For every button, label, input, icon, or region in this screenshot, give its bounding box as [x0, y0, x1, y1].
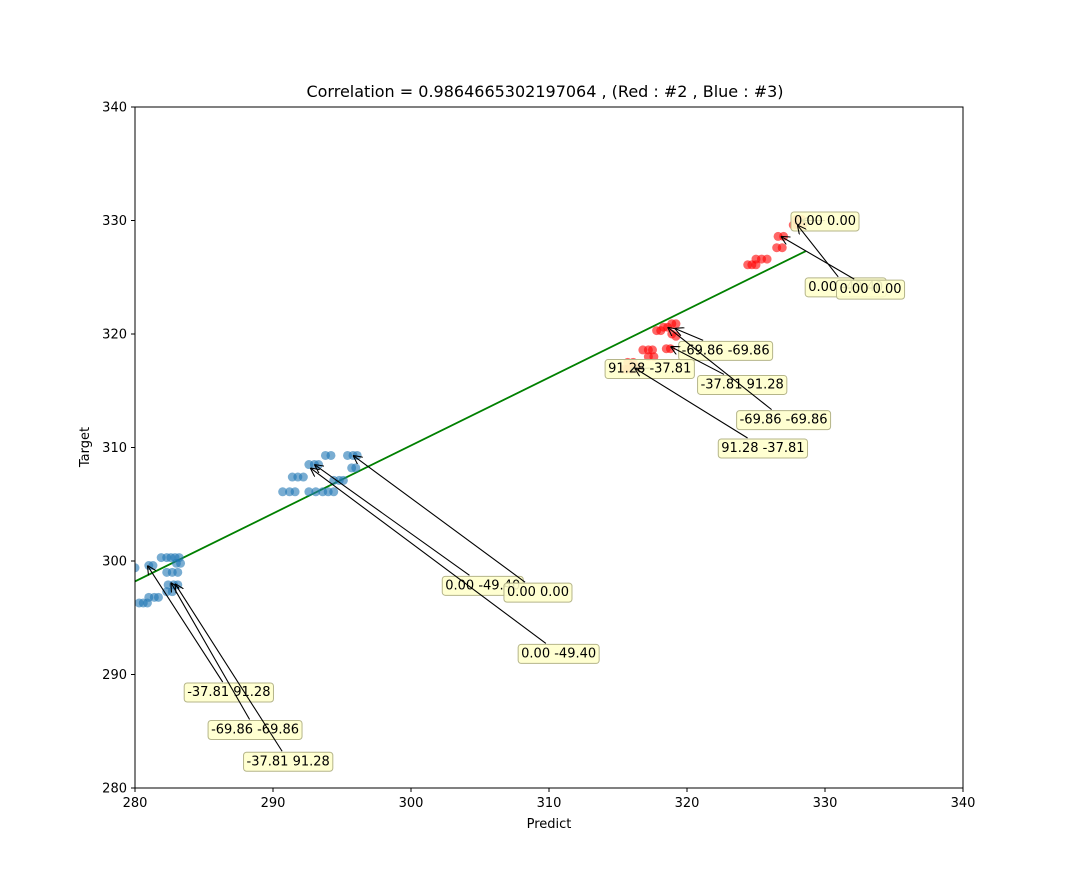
y-tick-label: 340: [102, 101, 127, 116]
annotation-label: -37.81 91.28: [187, 685, 270, 700]
fit-line: [135, 250, 807, 583]
blue-point: [351, 463, 361, 473]
blue-point: [153, 592, 163, 602]
chart-title: Correlation = 0.9864665302197064 , (Red …: [306, 82, 783, 101]
x-tick-label: 320: [675, 796, 700, 811]
annotation-box: [790, 211, 860, 232]
annotation-box: [503, 582, 573, 603]
y-tick-label: 290: [102, 668, 127, 683]
annotation-label: 0.00 0.00: [840, 282, 902, 297]
blue-point: [278, 487, 288, 497]
annotation-box: [717, 438, 809, 459]
x-tick-label: 340: [951, 796, 976, 811]
annotation-arrow: [353, 455, 526, 583]
y-tick-label: 300: [102, 555, 127, 570]
x-tick-label: 280: [123, 796, 148, 811]
x-tick-label: 290: [261, 796, 286, 811]
red-point: [665, 344, 675, 354]
annotation-arrow: [175, 584, 283, 752]
blue-point: [298, 472, 308, 482]
x-tick-label: 330: [813, 796, 838, 811]
annotation-arrow: [668, 327, 772, 411]
red-point: [648, 345, 657, 355]
blue-point: [176, 558, 186, 568]
annotation-box: [207, 719, 303, 740]
annotation-label: 0.00 0.00: [507, 585, 569, 600]
x-axis-label: Predict: [527, 817, 572, 832]
annotation-label: 0.00 -49.40: [521, 646, 596, 661]
y-tick-label: 280: [102, 782, 127, 797]
annotation-box: [243, 751, 334, 772]
y-tick-label: 310: [102, 441, 127, 456]
annotation-arrow: [314, 465, 470, 576]
y-tick-label: 330: [102, 214, 127, 229]
annotation-label: -37.81 91.28: [247, 754, 330, 769]
blue-point: [173, 567, 183, 577]
annotation-label: -69.86 -69.86: [211, 722, 299, 737]
annotation-label: -37.81 91.28: [701, 377, 784, 392]
y-tick-label: 320: [102, 328, 127, 343]
blue-point: [338, 475, 348, 485]
blue-point: [326, 450, 336, 460]
blue-point: [167, 587, 177, 597]
blue-point: [329, 487, 339, 497]
x-tick-label: 300: [399, 796, 424, 811]
red-point: [649, 352, 659, 362]
annotation-arrow: [171, 583, 251, 720]
annotation-box: [604, 359, 695, 380]
annotation-arrow: [310, 468, 547, 644]
annotation-label: -69.86 -69.86: [682, 343, 770, 358]
annotation-box: [736, 410, 832, 431]
annotation-label: 91.28 -37.81: [608, 362, 691, 377]
annotation-arrow: [797, 225, 839, 278]
annotation-box: [697, 374, 788, 395]
red-point: [671, 319, 681, 329]
annotation-label: -69.86 -69.86: [740, 413, 828, 428]
blue-point: [290, 487, 300, 497]
x-tick-label: 310: [537, 796, 562, 811]
annotation-arrow: [781, 236, 855, 280]
annotation-label: 91.28 -37.81: [721, 441, 804, 456]
blue-point: [304, 487, 314, 497]
annotation-box: [836, 279, 906, 300]
annotation-arrow: [147, 566, 224, 683]
blue-point: [135, 563, 140, 573]
y-axis-label: Target: [78, 427, 93, 468]
plot-area: 0.00 0.00 0.00 -49.40 0.00 0.00 -69.86 -69.…: [102, 101, 975, 812]
red-point: [762, 254, 772, 264]
annotation-arrow: [635, 368, 748, 439]
annotation-label: 0.00 0.00: [794, 214, 856, 229]
annotations-layer: 0.00 0.00 0.00 -49.40 0.00 0.00 -69.86 -69.…: [147, 211, 906, 772]
annotation-arrow: [675, 328, 704, 341]
red-point: [777, 243, 787, 253]
blue-point: [311, 487, 321, 497]
annotation-arrow: [670, 346, 725, 375]
annotation-box: [517, 643, 600, 664]
